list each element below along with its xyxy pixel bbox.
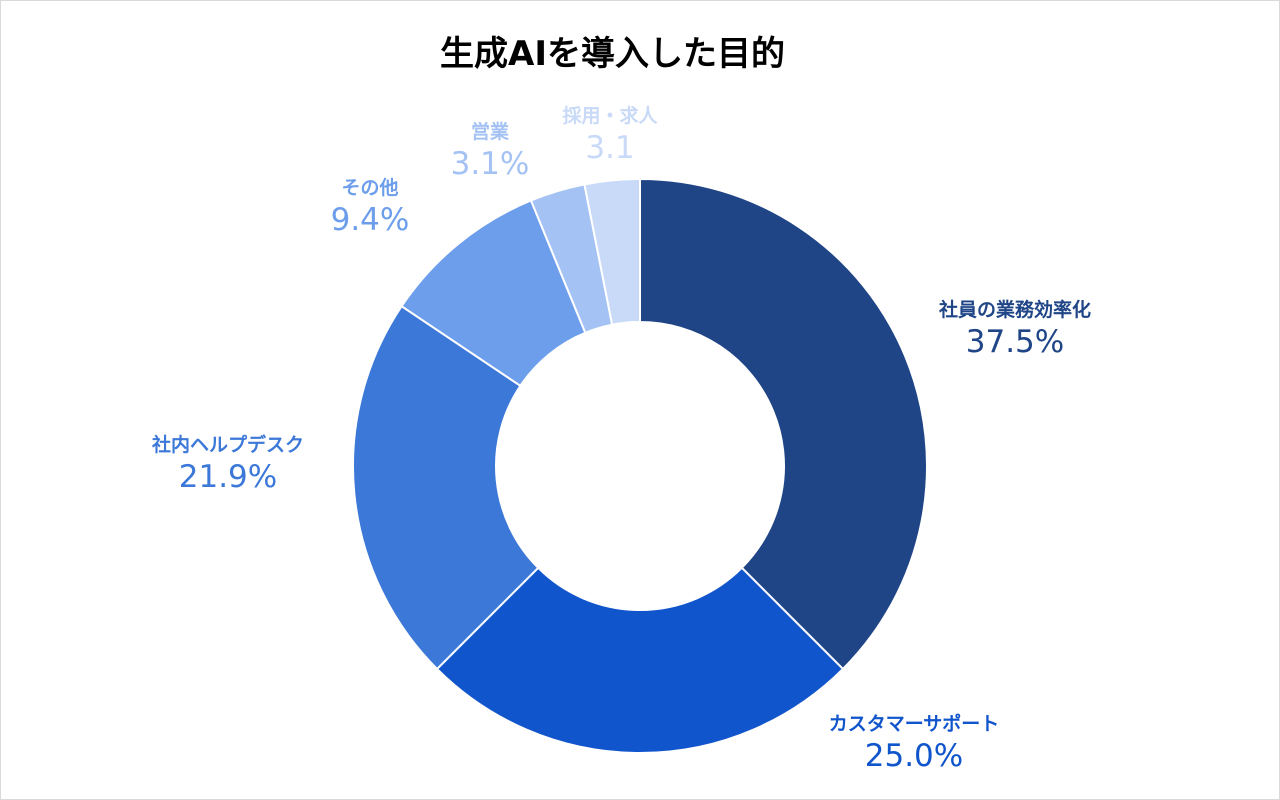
slice-label-other: その他 9.4%	[318, 176, 422, 240]
donut-slice	[435, 566, 845, 755]
slice-value: 37.5%	[965, 324, 1065, 360]
chart-title: 生成AIを導入した目的	[440, 34, 785, 74]
slice-label-internal-helpdesk: 社内ヘルプデスク 21.9%	[128, 433, 328, 497]
slice-category: 採用・求人	[562, 105, 658, 127]
donut-slice	[352, 304, 540, 671]
slice-value: 25.0%	[864, 738, 964, 774]
slice-label-work-efficiency: 社員の業務効率化 37.5%	[932, 298, 1098, 362]
slice-value: 21.9%	[178, 459, 278, 495]
slice-value: 3.1%	[450, 146, 530, 182]
slice-label-sales: 営業 3.1%	[440, 120, 540, 184]
donut-slice	[583, 177, 641, 326]
slice-label-customer-support: カスタマーサポート 25.0%	[808, 712, 1020, 776]
donut-slice	[639, 177, 929, 671]
slice-category: カスタマーサポート	[828, 713, 1000, 735]
slice-category: 営業	[470, 121, 509, 143]
donut-slices	[352, 177, 929, 755]
slice-category: 社員の業務効率化	[938, 299, 1091, 321]
slice-value: 3.1	[585, 130, 635, 166]
slice-label-recruiting: 採用・求人 3.1	[548, 104, 672, 168]
slice-category: その他	[341, 177, 399, 199]
slice-category: 社内ヘルプデスク	[151, 434, 304, 456]
slice-value: 9.4%	[330, 202, 410, 238]
